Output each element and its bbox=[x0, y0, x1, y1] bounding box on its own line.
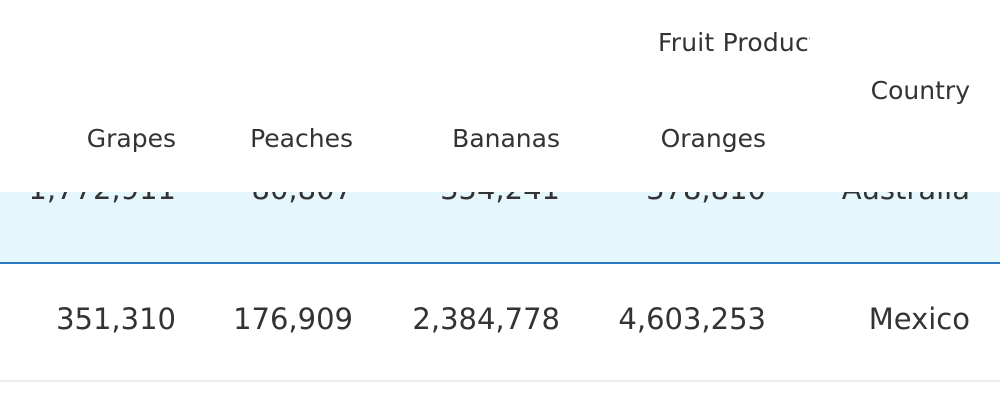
cell-peaches[interactable]: 176,909 bbox=[233, 302, 353, 336]
column-group-header: Fruit Production bbox=[0, 0, 810, 97]
column-header-peaches[interactable]: Peaches bbox=[250, 124, 353, 153]
cell-grapes[interactable]: 351,310 bbox=[56, 302, 176, 336]
column-header-grapes[interactable]: Grapes bbox=[86, 124, 176, 153]
column-group-title[interactable]: Fruit Production bbox=[658, 28, 810, 57]
table-row[interactable]: 351,310 176,909 2,384,778 4,603,253 Mexi… bbox=[0, 264, 1000, 382]
column-header-country[interactable]: Country bbox=[870, 76, 970, 105]
column-header-oranges[interactable]: Oranges bbox=[660, 124, 766, 153]
column-header-bananas[interactable]: Bananas bbox=[452, 124, 560, 153]
column-header-country-cell: Country bbox=[810, 0, 1000, 192]
cell-oranges[interactable]: 4,603,253 bbox=[618, 302, 766, 336]
cell-bananas[interactable]: 2,384,778 bbox=[412, 302, 560, 336]
cell-country[interactable]: Mexico bbox=[868, 302, 970, 336]
